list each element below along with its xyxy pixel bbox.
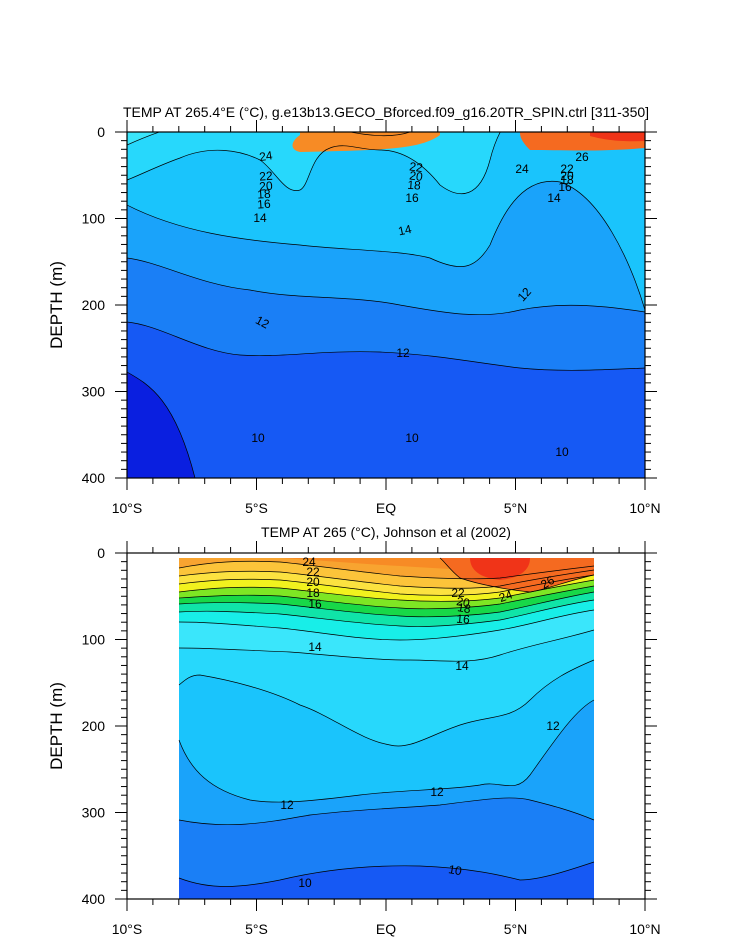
y-tick-labels-model: 0 100 200 300 400 [82, 124, 106, 486]
contour-label: 16 [456, 612, 471, 627]
contour-label: 20 [455, 594, 471, 610]
contour-label: 18 [306, 586, 320, 600]
contour-label: 10 [298, 876, 312, 890]
chart-panel-model: TEMP AT 265.4°E (°C), g.e13b13.GECO_Bfor… [47, 104, 661, 516]
y-tick-label: 400 [82, 891, 106, 907]
band-25-26 [127, 132, 645, 152]
x-tick-label: 10°N [629, 921, 660, 937]
contour-label: 14 [397, 222, 413, 239]
y-tick-label: 300 [82, 805, 106, 821]
y-axis-label-model: DEPTH (m) [47, 261, 66, 349]
y-tick-label: 300 [82, 384, 106, 400]
contour-label: 16 [257, 197, 272, 212]
contour-label: 12 [430, 785, 444, 799]
contour-label: 12 [253, 313, 272, 332]
contour-label: 20 [409, 168, 424, 184]
band-13-14 [127, 132, 645, 194]
contour-label: 22 [451, 586, 465, 600]
contour-label: 10 [251, 431, 265, 445]
y-tick-labels-johnson: 0 100 200 300 400 [82, 545, 106, 907]
x-tick-label: 5°S [245, 500, 268, 516]
band-27 [590, 132, 645, 142]
contour-label: 16 [558, 180, 572, 194]
contour-label: 18 [560, 173, 574, 187]
contour-label: 18 [407, 178, 422, 193]
contour-bands-johnson [179, 558, 594, 899]
y-tick-label: 200 [82, 297, 106, 313]
y-tick-label: 0 [97, 124, 105, 140]
contour-labels-model: 2422201816142220181624262220181614141212… [251, 148, 589, 459]
x-tick-label: 10°S [112, 500, 143, 516]
contour-label: 22 [560, 162, 574, 176]
contour-label: 12 [396, 346, 410, 360]
band-9-10 [127, 372, 195, 478]
contour-label: 20 [259, 179, 274, 194]
contour-label: 14 [547, 191, 561, 205]
band-27-j [470, 558, 530, 580]
contour-lines-johnson [178, 557, 595, 887]
contour-label: 20 [560, 169, 574, 183]
y-tick-label: 0 [97, 545, 105, 561]
contour-label: 16 [405, 191, 419, 205]
contour-label: 26 [575, 150, 589, 164]
x-tick-label: 5°S [245, 921, 268, 937]
contour-label: 10 [405, 431, 419, 445]
contour-label: 12 [280, 798, 294, 812]
contour-label: 18 [257, 187, 272, 202]
contour-label: 22 [409, 159, 424, 175]
contour-label: 14 [308, 640, 322, 654]
contour-label: 22 [259, 169, 274, 184]
x-tick-label: 5°N [504, 921, 528, 937]
chart-title-johnson: TEMP AT 265 (°C), Johnson et al (2002) [261, 524, 511, 540]
contour-label: 18 [456, 600, 472, 616]
x-tick-labels-johnson: 10°S 5°S EQ 5°N 10°N [112, 921, 661, 937]
axis-ticks-model [115, 120, 657, 490]
chart-title-model: TEMP AT 265.4°E (°C), g.e13b13.GECO_Bfor… [123, 104, 649, 120]
contour-label: 14 [253, 211, 267, 225]
x-tick-label: EQ [376, 500, 396, 516]
y-axis-label-johnson: DEPTH (m) [47, 682, 66, 770]
band-12-13 [127, 132, 645, 310]
axis-ticks-johnson [115, 541, 657, 911]
contour-label: 10 [447, 862, 463, 878]
contour-label: 14 [455, 659, 469, 673]
chart-panel-johnson: TEMP AT 265 (°C), Johnson et al (2002) D… [47, 524, 661, 937]
contour-field-model [127, 132, 645, 478]
contour-field-johnson [178, 557, 595, 899]
x-tick-labels-model: 10°S 5°S EQ 5°N 10°N [112, 500, 661, 516]
y-tick-label: 100 [82, 211, 106, 227]
x-tick-label: 10°S [112, 921, 143, 937]
contour-label: 24 [515, 162, 529, 176]
contour-label: 24 [302, 555, 316, 569]
x-tick-label: 10°N [629, 500, 660, 516]
contour-label: 22 [306, 565, 320, 579]
contour-label: 20 [306, 575, 320, 589]
x-tick-label: 5°N [504, 500, 528, 516]
contour-label: 24 [258, 148, 273, 164]
contour-label: 24 [497, 587, 515, 605]
contour-label: 26 [538, 573, 557, 592]
contour-label: 16 [308, 597, 322, 611]
y-tick-label: 400 [82, 470, 106, 486]
band-9-10-j [179, 862, 594, 899]
y-tick-label: 100 [82, 632, 106, 648]
x-tick-label: EQ [376, 921, 396, 937]
contour-label: 12 [546, 719, 560, 733]
contour-label: 10 [555, 445, 569, 459]
y-tick-label: 200 [82, 718, 106, 734]
